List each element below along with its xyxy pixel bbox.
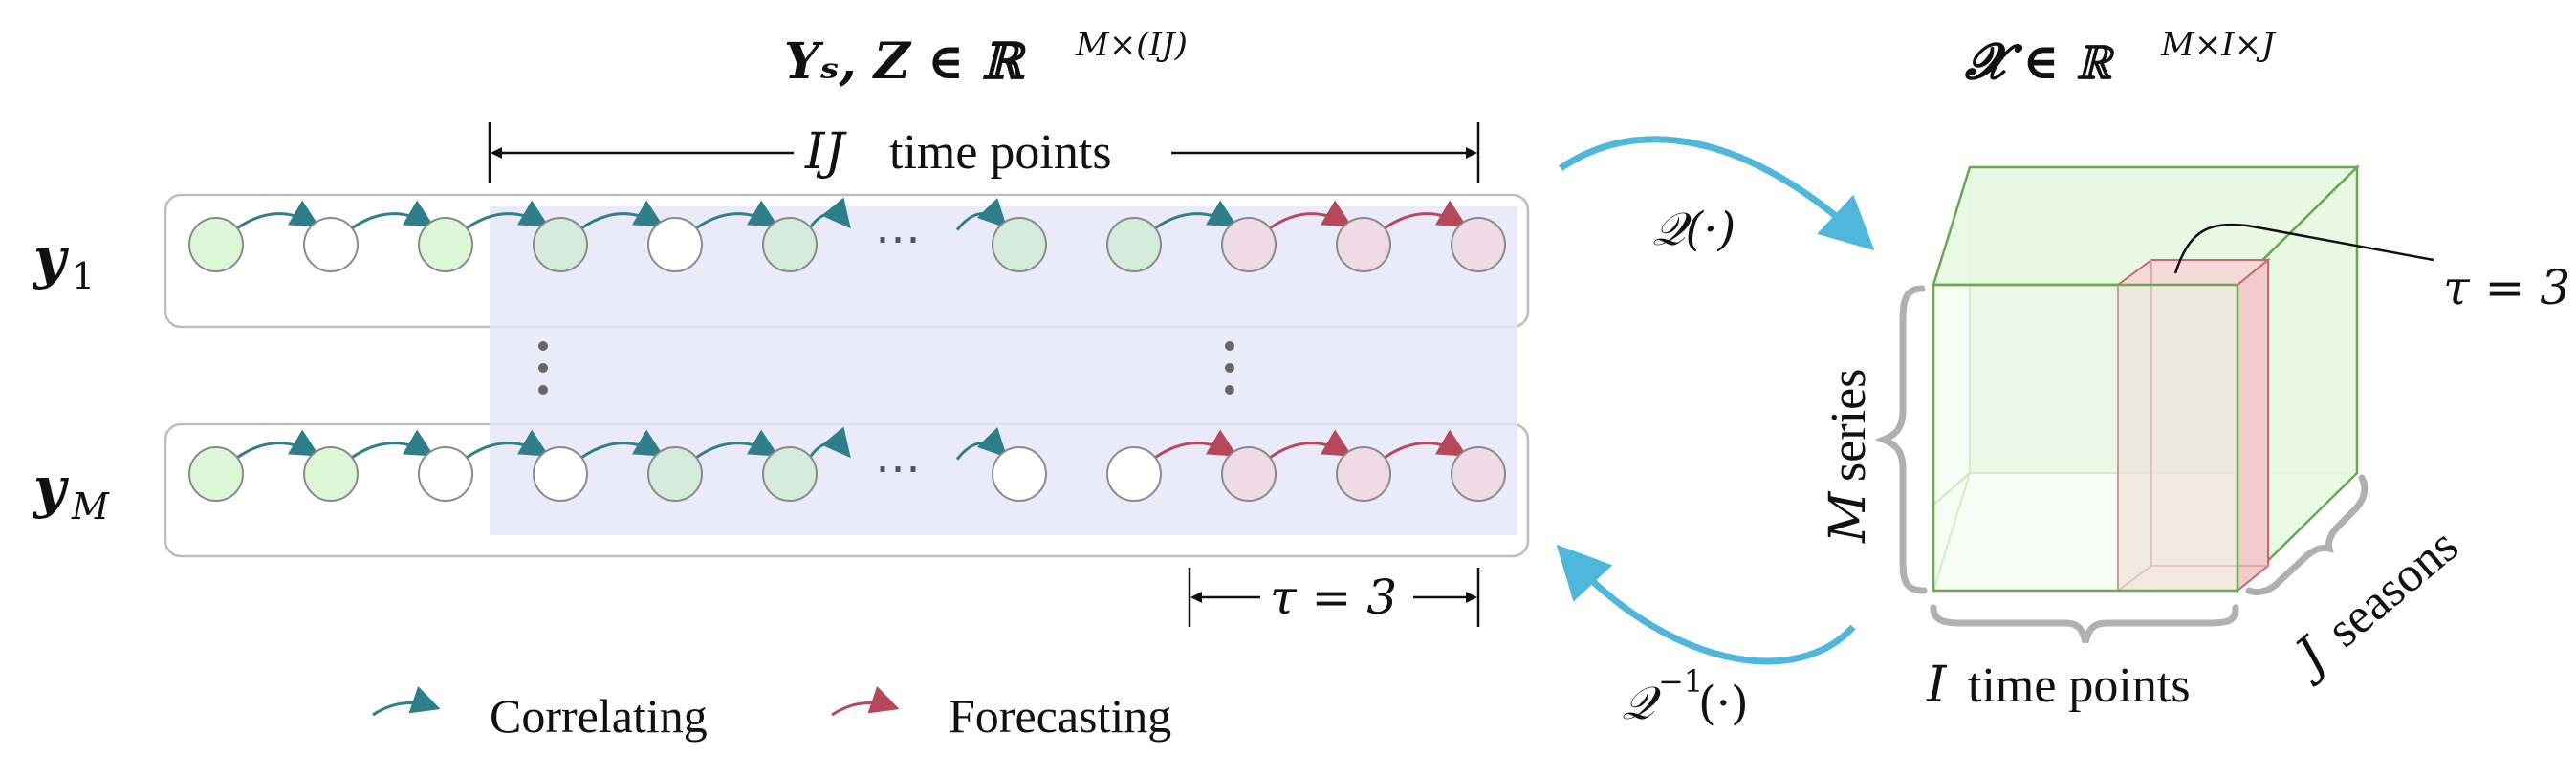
tau-span-indicator: τ = 3 bbox=[1188, 568, 1480, 627]
sequence-node bbox=[762, 217, 818, 272]
sequence-node bbox=[533, 446, 588, 502]
left-title-superscript: M×(IJ) bbox=[1075, 26, 1188, 64]
row-M-label: 𝒚 bbox=[32, 455, 70, 520]
row-M-ellipsis: ⋯ bbox=[875, 442, 921, 495]
sequence-node bbox=[533, 217, 588, 272]
correlating-arrow bbox=[463, 200, 550, 231]
legend-correlating-arrow bbox=[372, 686, 441, 717]
sequence-node bbox=[647, 446, 703, 502]
legend-forecasting-label: Forecasting bbox=[949, 689, 1171, 743]
correlating-arrow bbox=[955, 197, 1008, 231]
vertical-dots-right bbox=[1225, 341, 1234, 395]
sequence-node bbox=[1451, 217, 1506, 272]
j-seasons-label: J seasons bbox=[2279, 518, 2469, 690]
j-brace bbox=[2245, 474, 2369, 596]
vertical-dots-left bbox=[538, 341, 548, 395]
forecasting-arrow bbox=[1266, 429, 1353, 461]
ij-span-math: IJ bbox=[804, 123, 848, 181]
sequence-node bbox=[1336, 446, 1391, 502]
correlating-arrow bbox=[807, 426, 851, 461]
tau-slice bbox=[2114, 257, 2271, 593]
row-1-ellipsis: ⋯ bbox=[875, 212, 921, 266]
sequence-node bbox=[1336, 217, 1391, 272]
forecasting-arrow bbox=[1381, 429, 1468, 461]
correlating-arrow bbox=[955, 426, 1008, 461]
forecasting-arrow bbox=[1266, 200, 1353, 231]
sequence-node bbox=[647, 217, 703, 272]
row-M-subscript: M bbox=[71, 485, 110, 528]
i-axis-text: time points bbox=[1968, 658, 2191, 713]
correlating-arrow bbox=[692, 200, 779, 231]
sequence-node bbox=[1221, 446, 1277, 502]
forecasting-arrow bbox=[1381, 200, 1468, 231]
correlating-arrow bbox=[578, 429, 665, 461]
left-title: 𝒀ₛ, 𝒁 ∈ ℝ bbox=[784, 32, 1027, 91]
row-1-label: 𝒚 bbox=[32, 226, 70, 291]
correlating-arrow bbox=[463, 429, 550, 461]
m-series-math: M bbox=[1820, 490, 1877, 544]
sequence-node bbox=[303, 446, 359, 502]
q-inverse-superscript: −1 bbox=[1658, 663, 1703, 700]
sequence-node bbox=[1106, 446, 1162, 502]
q-inverse-label: 𝒬 bbox=[1622, 677, 1661, 730]
legend-forecasting-arrow bbox=[831, 686, 900, 717]
tau-cube-label: τ = 3 bbox=[2443, 260, 2570, 315]
row-1-sequence bbox=[188, 197, 1506, 272]
tau-bottom-label: τ = 3 bbox=[1270, 570, 1397, 625]
ij-span-indicator: IJ time points bbox=[488, 122, 1480, 183]
ij-span-text: time points bbox=[889, 125, 1112, 180]
forecasting-arrow bbox=[1151, 429, 1238, 461]
correlating-arrow bbox=[348, 200, 435, 231]
correlating-arrow bbox=[348, 429, 435, 461]
sequence-node bbox=[188, 217, 244, 272]
right-title: 𝓧 ∈ ℝ bbox=[1964, 32, 2116, 91]
tau-pointer-line bbox=[2173, 223, 2434, 274]
q-forward-label: 𝒬(·) bbox=[1652, 203, 1736, 256]
correlating-arrow bbox=[233, 200, 320, 231]
i-axis-math: I bbox=[1926, 657, 1948, 714]
j-seasons-text: seasons bbox=[2317, 518, 2468, 657]
correlating-arrow bbox=[692, 429, 779, 461]
legend: Correlating Forecasting bbox=[372, 686, 1171, 743]
sequence-node bbox=[992, 446, 1047, 502]
sequence-node bbox=[762, 446, 818, 502]
correlating-arrow bbox=[233, 429, 320, 461]
sequence-node bbox=[1221, 217, 1277, 272]
sequence-rows bbox=[188, 197, 1506, 502]
sequence-node bbox=[188, 446, 244, 502]
sequence-node bbox=[303, 217, 359, 272]
m-brace bbox=[1874, 285, 1928, 594]
m-series-text: series bbox=[1822, 369, 1876, 482]
correlating-arrow bbox=[578, 200, 665, 231]
i-brace bbox=[1930, 604, 2239, 643]
m-series-label: M series bbox=[1820, 369, 1877, 544]
tensor-cube bbox=[1931, 164, 2434, 593]
correlating-arrow bbox=[1151, 200, 1238, 231]
inverse-map-arrow bbox=[1556, 544, 1856, 665]
sequence-node bbox=[992, 217, 1047, 272]
legend-correlating-label: Correlating bbox=[490, 689, 708, 743]
sequence-node bbox=[1451, 446, 1506, 502]
row-1-subscript: 1 bbox=[72, 255, 95, 297]
sequence-node bbox=[418, 446, 473, 502]
sequence-node bbox=[1106, 217, 1162, 272]
row-M-sequence bbox=[188, 426, 1506, 502]
correlating-arrow bbox=[807, 197, 851, 231]
j-seasons-math: J bbox=[2279, 626, 2340, 690]
forward-map-arrow bbox=[1559, 136, 1875, 251]
sequence-node bbox=[418, 217, 473, 272]
q-inverse-argument: (·) bbox=[1698, 677, 1749, 730]
right-title-superscript: M×I×J bbox=[2160, 26, 2277, 64]
